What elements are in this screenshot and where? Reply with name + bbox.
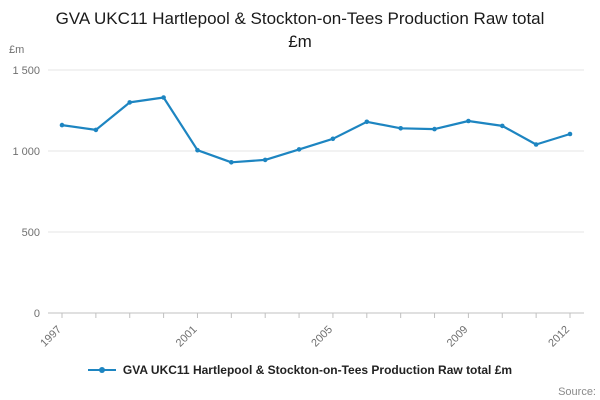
svg-text:2005: 2005 — [309, 324, 335, 350]
svg-text:1 500: 1 500 — [12, 65, 40, 77]
legend-label: GVA UKC11 Hartlepool & Stockton-on-Tees … — [122, 363, 513, 377]
source-label: Source: — [558, 386, 596, 398]
svg-text:2009: 2009 — [445, 324, 471, 350]
svg-text:0: 0 — [34, 308, 40, 320]
svg-text:1 000: 1 000 — [12, 146, 40, 158]
legend-line-marker-icon — [87, 366, 116, 374]
svg-text:2001: 2001 — [174, 324, 200, 350]
svg-text:500: 500 — [22, 227, 40, 239]
svg-text:1997: 1997 — [38, 324, 64, 350]
x-axis-ticks — [61, 313, 571, 318]
y-axis-unit-label: £m — [9, 44, 25, 56]
line-chart: 0 500 1 000 1 500 1997 2001 2005 2009 2012 — [12, 65, 584, 350]
svg-text:2012: 2012 — [546, 324, 572, 350]
legend-item[interactable]: GVA UKC11 Hartlepool & Stockton-on-Tees … — [0, 360, 600, 380]
plot-area: 0 500 1 000 1 500 1997 2001 2005 2009 2012 — [0, 58, 600, 350]
series-line — [59, 95, 573, 165]
gridlines — [48, 69, 584, 314]
y-axis-labels: 0 500 1 000 1 500 — [12, 65, 40, 320]
chart-title: GVA UKC11 Hartlepool & Stockton-on-Tees … — [55, 9, 545, 51]
x-axis-labels: 1997 2001 2005 2009 2012 — [38, 324, 572, 350]
